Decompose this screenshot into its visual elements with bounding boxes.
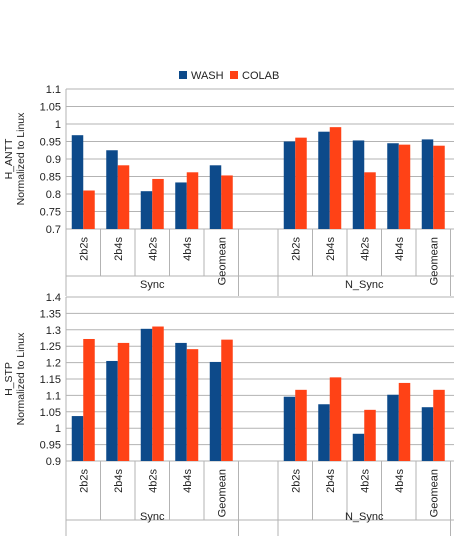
- y-tick-label: 1.1: [46, 390, 61, 402]
- legend-label-colab: COLAB: [242, 70, 279, 82]
- category-label: 2b2s: [290, 237, 302, 261]
- y-tick-label: 0.85: [40, 172, 61, 184]
- category-label: Geomean: [428, 237, 440, 285]
- y-tick-label: 0.75: [40, 207, 61, 219]
- bar-colab: [83, 190, 95, 229]
- category-label: 4b4s: [182, 237, 194, 261]
- y-tick-label: 1.05: [40, 102, 61, 114]
- category-label: 2b2s: [290, 469, 302, 493]
- bar-colab: [117, 165, 130, 229]
- bar-wash: [140, 191, 153, 229]
- category-label: Geomean: [216, 237, 228, 285]
- group-label: Sync: [140, 279, 165, 291]
- y-tick-label: 1.2: [46, 358, 61, 370]
- bar-wash: [352, 140, 365, 229]
- y-tick-label: 1.3: [46, 325, 61, 337]
- bar-wash: [106, 360, 118, 461]
- bar-wash: [387, 394, 399, 461]
- group-label: N_Sync: [345, 279, 384, 291]
- y-tick-label: 0.8: [46, 189, 61, 201]
- bar-colab: [329, 127, 342, 229]
- y-tick-label: 1.05: [40, 407, 61, 419]
- category-label: Geomean: [428, 469, 440, 517]
- bar-colab: [117, 342, 130, 461]
- bar-colab: [186, 172, 199, 229]
- category-label: 2b2s: [78, 237, 90, 261]
- bar-wash: [283, 141, 296, 229]
- y-tick-label: 1.25: [40, 341, 61, 353]
- bar-wash: [421, 407, 434, 461]
- y-tick-label: 1.1: [46, 84, 61, 96]
- bar-wash: [175, 342, 187, 461]
- group-label: Sync: [140, 511, 165, 523]
- bar-wash: [352, 433, 365, 461]
- category-label: 4b4s: [182, 469, 194, 493]
- category-label: 2b4s: [325, 469, 337, 493]
- bar-wash: [209, 361, 222, 461]
- bar-colab: [398, 144, 411, 229]
- y-tick-label: 1: [55, 119, 61, 131]
- bar-wash: [140, 328, 153, 461]
- category-label: 2b2s: [78, 469, 90, 493]
- y-tick-label: 1.35: [40, 308, 61, 320]
- bar-colab: [329, 377, 342, 461]
- legend-swatch-colab: [230, 71, 238, 79]
- y-tick-label: 1.15: [40, 374, 61, 386]
- bar-wash: [209, 165, 222, 229]
- bar-colab: [364, 409, 376, 461]
- bar-wash: [421, 139, 434, 229]
- bar-colab: [295, 137, 307, 229]
- y-tick-label: 0.95: [40, 440, 61, 452]
- category-label: 2b4s: [113, 237, 125, 261]
- bar-wash: [71, 416, 84, 461]
- bar-colab: [186, 349, 199, 461]
- y-axis-label: H_STP: [3, 362, 15, 396]
- group-label: N_Sync: [345, 511, 384, 523]
- bar-colab: [433, 389, 445, 461]
- category-label: 2b4s: [325, 237, 337, 261]
- bar-wash: [175, 182, 187, 229]
- legend-label-wash: WASH: [191, 70, 224, 82]
- category-label: 4b2s: [359, 469, 371, 493]
- bar-colab: [221, 175, 233, 229]
- y-tick-label: 1.4: [46, 292, 61, 304]
- bar-colab: [364, 172, 376, 229]
- bar-colab: [295, 389, 307, 461]
- bar-colab: [152, 326, 164, 461]
- chart-h-antt: 0.7 0.75 0.8 0.85 0.9 0.95 1 1.05 1.1 Sync 2b2s 2b4…: [3, 84, 454, 296]
- legend-swatch-wash: [179, 71, 187, 79]
- y-tick-label: 1: [55, 423, 61, 435]
- chart-h-stp: 0.9 0.95 1 1.05 1.1 1.15 1.2 1.25 1.3 1.35 1.4 Sync…: [3, 292, 454, 536]
- y-tick-label: 0.7: [46, 224, 61, 236]
- y-tick-label: 0.9: [46, 154, 61, 166]
- bar-wash: [318, 404, 330, 461]
- category-label: 4b4s: [394, 469, 406, 493]
- bar-wash: [318, 131, 330, 229]
- category-label: 2b4s: [113, 469, 125, 493]
- y-axis-label: Normalized to Linux: [15, 332, 27, 426]
- category-label: 4b2s: [147, 469, 159, 493]
- y-axis-label: Normalized to Linux: [15, 112, 27, 206]
- bar-colab: [83, 338, 95, 461]
- bar-colab: [398, 382, 411, 461]
- category-label: 4b2s: [359, 237, 371, 261]
- bar-wash: [106, 150, 118, 229]
- bar-wash: [387, 143, 399, 229]
- bar-colab: [433, 145, 445, 229]
- bar-colab: [221, 339, 233, 461]
- y-axis-label: H_ANTT: [3, 138, 15, 179]
- category-label: 4b2s: [147, 237, 159, 261]
- bar-colab: [152, 178, 164, 229]
- y-tick-label: 0.9: [46, 456, 61, 468]
- legend: WASH COLAB: [179, 70, 279, 82]
- category-label: Geomean: [216, 469, 228, 517]
- y-tick-label: 0.95: [40, 137, 61, 149]
- bar-wash: [71, 135, 84, 229]
- bar-wash: [283, 396, 296, 461]
- category-label: 4b4s: [394, 237, 406, 261]
